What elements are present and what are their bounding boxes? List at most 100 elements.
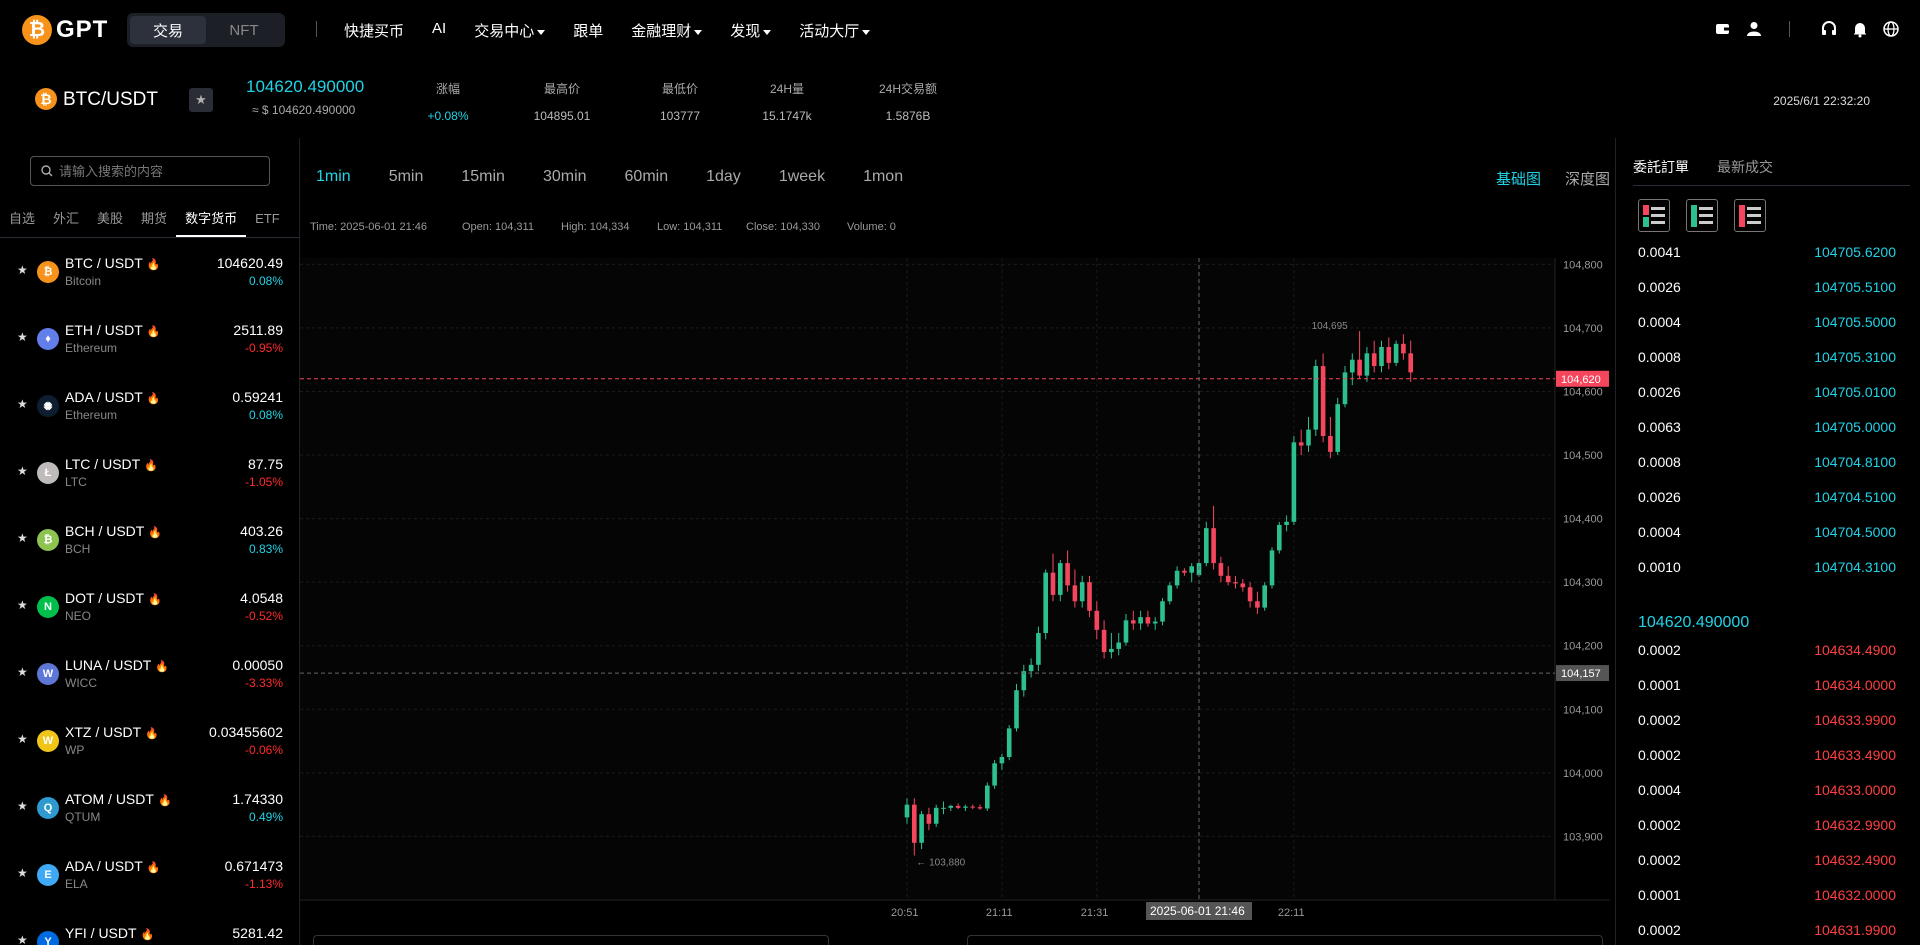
- star-icon[interactable]: ★: [17, 933, 28, 945]
- search-input[interactable]: [59, 163, 259, 179]
- orderbook-row[interactable]: 0.0002 104633.9900: [1638, 712, 1896, 747]
- timeframe-tab[interactable]: 5min: [388, 168, 424, 185]
- market-row[interactable]: ★ ₿ BTC / USDT 🔥 Bitcoin 104620.49 0.08%: [0, 238, 300, 305]
- market-price: 0.03455602: [209, 724, 283, 740]
- orderbook-row[interactable]: 0.0041 104705.6200: [1638, 244, 1896, 279]
- market-row[interactable]: ★ ♦ ETH / USDT 🔥 Ethereum 2511.89 -0.95%: [0, 305, 300, 372]
- candle-body: [1342, 372, 1348, 405]
- orderbook-row[interactable]: 0.0026 104705.5100: [1638, 279, 1896, 314]
- star-icon[interactable]: ★: [17, 263, 28, 277]
- timeframe-tab[interactable]: 1day: [706, 168, 741, 185]
- market-search[interactable]: [30, 156, 270, 186]
- ohlc-legend-time: Time: 2025-06-01 21:46: [310, 221, 427, 233]
- orderbook-row[interactable]: 0.0002 104632.9900: [1638, 817, 1896, 852]
- bell-icon[interactable]: [1851, 20, 1869, 38]
- nav-item[interactable]: 活动大厅: [799, 20, 871, 41]
- category-tab[interactable]: 美股: [97, 211, 124, 226]
- logo[interactable]: ₿ GPT: [22, 15, 108, 45]
- orderbook-tab[interactable]: 委託訂單: [1633, 159, 1689, 175]
- market-price: 4.0548: [240, 590, 283, 606]
- orderbook-row[interactable]: 0.0004 104704.5000: [1638, 524, 1896, 559]
- nav-item[interactable]: 交易中心: [474, 20, 546, 41]
- timeframe-tab[interactable]: 30min: [542, 168, 587, 185]
- orderbook-tab[interactable]: 最新成交: [1717, 159, 1773, 175]
- chart-view-tab[interactable]: 基础图: [1495, 171, 1541, 188]
- nav-item[interactable]: 金融理财: [631, 20, 703, 41]
- globe-icon[interactable]: [1882, 20, 1900, 38]
- timeframe-tab[interactable]: 15min: [461, 168, 505, 185]
- nav-item[interactable]: 跟单: [573, 20, 603, 41]
- nav-item[interactable]: 快捷买币: [344, 20, 404, 41]
- market-row[interactable]: ★ W LUNA / USDT 🔥 WICC 0.00050 -3.33%: [0, 640, 300, 707]
- orderbook-row[interactable]: 0.0004 104633.0000: [1638, 782, 1896, 817]
- orderbook-row[interactable]: 0.0026 104704.5100: [1638, 489, 1896, 524]
- user-icon[interactable]: [1745, 20, 1763, 38]
- star-icon[interactable]: ★: [17, 598, 28, 612]
- market-row[interactable]: ★ E ADA / USDT 🔥 ELA 0.671473 -1.13%: [0, 841, 300, 908]
- orderbook-row[interactable]: 0.0002 104634.4900: [1638, 642, 1896, 677]
- star-icon[interactable]: ★: [17, 665, 28, 679]
- fire-icon: 🔥: [146, 259, 161, 271]
- orderbook-price: 104704.5100: [1814, 489, 1896, 505]
- candle-body: [1050, 572, 1056, 595]
- orderbook-row[interactable]: 0.0010 104704.3100: [1638, 559, 1896, 594]
- category-tab[interactable]: ETF: [255, 211, 280, 226]
- star-icon[interactable]: ★: [17, 799, 28, 813]
- category-tab[interactable]: 数字货币: [176, 208, 247, 237]
- timeframe-tab[interactable]: 1week: [778, 168, 826, 185]
- market-price: 0.59241: [232, 389, 283, 405]
- orderbook-row[interactable]: 0.0063 104705.0000: [1638, 419, 1896, 454]
- orderbook-both-icon[interactable]: [1638, 199, 1670, 232]
- candlestick-chart[interactable]: 104,800 104,700 104,600 104,500 104,400 104,3…: [300, 218, 1610, 938]
- nav-item[interactable]: 发现: [730, 20, 772, 41]
- star-icon[interactable]: ★: [17, 397, 28, 411]
- timeframe-tab[interactable]: 1min: [316, 168, 351, 185]
- candle-body: [1386, 346, 1392, 363]
- orderbook-row[interactable]: 0.0002 104633.4900: [1638, 747, 1896, 782]
- category-tab[interactable]: 期货: [141, 211, 168, 226]
- market-row[interactable]: ★ ₿ BCH / USDT 🔥 BCH 403.26 0.83%: [0, 506, 300, 573]
- star-icon[interactable]: ★: [17, 732, 28, 746]
- logo-text: GPT: [56, 16, 109, 43]
- headset-icon[interactable]: [1820, 20, 1838, 38]
- market-row[interactable]: ★ W XTZ / USDT 🔥 WP 0.03455602 -0.06%: [0, 707, 300, 774]
- orderbook-bids-icon[interactable]: [1686, 199, 1718, 232]
- x-tick-label: 20:51: [891, 907, 919, 919]
- timeframe-tab[interactable]: 1mon: [863, 168, 904, 185]
- orderbook-row[interactable]: 0.0008 104705.3100: [1638, 349, 1896, 384]
- market-row[interactable]: ★ Ł LTC / USDT 🔥 LTC 87.75 -1.05%: [0, 439, 300, 506]
- star-icon[interactable]: ★: [17, 866, 28, 880]
- chart-view-tab[interactable]: 深度图: [1564, 171, 1610, 188]
- orderbook-row[interactable]: 0.0002 104632.4900: [1638, 852, 1896, 887]
- market-row[interactable]: ★ Q ATOM / USDT 🔥 QTUM 1.74330 0.49%: [0, 774, 300, 841]
- nav-item[interactable]: AI: [432, 20, 446, 41]
- orderbook-row[interactable]: 0.0001 104634.0000: [1638, 677, 1896, 712]
- candle-body: [955, 805, 961, 808]
- market-row[interactable]: ★ Y YFI / USDT 🔥 5281.42: [0, 908, 300, 945]
- wallet-icon[interactable]: [1714, 20, 1732, 38]
- timeframe-tab[interactable]: 60min: [624, 168, 669, 185]
- mode-nft-tab[interactable]: NFT: [229, 21, 259, 39]
- candle-body: [1101, 629, 1107, 653]
- orderbook-price: 104705.0100: [1814, 384, 1896, 400]
- category-tab[interactable]: 外汇: [53, 211, 80, 226]
- favorite-star-button[interactable]: ★: [189, 88, 213, 112]
- market-row[interactable]: ★ N DOT / USDT 🔥 NEO 4.0548 -0.52%: [0, 573, 300, 640]
- orderbook-row[interactable]: 0.0001 104632.0000: [1638, 887, 1896, 922]
- category-tab[interactable]: 自选: [9, 211, 36, 226]
- star-icon[interactable]: ★: [17, 464, 28, 478]
- orderbook-asks-icon[interactable]: [1734, 199, 1766, 232]
- star-icon[interactable]: ★: [17, 531, 28, 545]
- orderbook-row[interactable]: 0.0008 104704.8100: [1638, 454, 1896, 489]
- orderbook-row[interactable]: 0.0002 104631.9900: [1638, 922, 1896, 945]
- mode-switcher: 交易 NFT: [127, 13, 285, 47]
- orderbook-row[interactable]: 0.0026 104705.0100: [1638, 384, 1896, 419]
- chevron-down-icon: [694, 29, 703, 35]
- candle-body: [1233, 582, 1238, 584]
- orderbook-row[interactable]: 0.0004 104705.5000: [1638, 314, 1896, 349]
- market-pair: LTC / USDT 🔥: [65, 456, 158, 472]
- market-row[interactable]: ★ ✺ ADA / USDT 🔥 Ethereum 0.59241 0.08%: [0, 372, 300, 439]
- star-icon[interactable]: ★: [17, 330, 28, 344]
- chevron-down-icon: [537, 29, 546, 35]
- mode-trade-tab[interactable]: 交易: [130, 16, 206, 44]
